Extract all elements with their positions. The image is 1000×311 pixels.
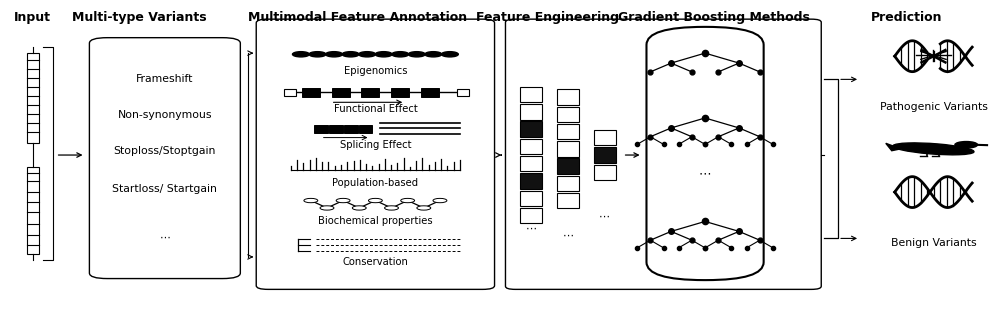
Text: Benign Variants: Benign Variants (891, 238, 976, 248)
Text: Functional Effect: Functional Effect (334, 104, 417, 114)
Bar (332, 88, 350, 97)
Bar (359, 125, 372, 133)
Polygon shape (886, 143, 901, 151)
Circle shape (368, 198, 382, 203)
Circle shape (342, 52, 359, 57)
Circle shape (433, 198, 447, 203)
Circle shape (336, 198, 350, 203)
Circle shape (359, 52, 376, 57)
Circle shape (401, 198, 415, 203)
Text: Pathogenic Variants: Pathogenic Variants (880, 102, 987, 112)
Bar (557, 89, 579, 105)
Bar (27, 167, 39, 254)
Bar (457, 89, 469, 96)
Text: Population-based: Population-based (332, 178, 418, 188)
Circle shape (408, 52, 425, 57)
Text: ⋯: ⋯ (526, 224, 537, 234)
Text: Conservation: Conservation (342, 257, 408, 267)
Bar (557, 193, 579, 208)
Bar (520, 191, 542, 206)
Bar (557, 124, 579, 139)
Bar (391, 88, 409, 97)
Text: ⋯: ⋯ (599, 212, 610, 222)
Bar (557, 141, 579, 156)
Text: Multi-type Variants: Multi-type Variants (72, 12, 206, 25)
Circle shape (385, 206, 398, 210)
Bar (344, 125, 358, 133)
Text: Epigenomics: Epigenomics (344, 66, 407, 76)
Circle shape (309, 52, 326, 57)
Text: Stoploss/Stoptgain: Stoploss/Stoptgain (114, 146, 216, 156)
Text: Feature Engineering: Feature Engineering (476, 12, 619, 25)
FancyBboxPatch shape (646, 27, 764, 280)
Bar (284, 89, 296, 96)
Bar (520, 139, 542, 154)
Circle shape (392, 52, 409, 57)
Circle shape (320, 206, 334, 210)
FancyBboxPatch shape (256, 19, 495, 289)
Circle shape (441, 52, 458, 57)
Bar (520, 156, 542, 171)
Text: Input: Input (14, 12, 51, 25)
Text: ⋯: ⋯ (159, 233, 170, 243)
Circle shape (304, 198, 318, 203)
Circle shape (375, 52, 392, 57)
Bar (594, 165, 616, 180)
Bar (557, 176, 579, 191)
Bar (421, 88, 439, 97)
Text: Splicing Effect: Splicing Effect (340, 140, 411, 150)
Text: Prediction: Prediction (871, 12, 942, 25)
Circle shape (292, 52, 309, 57)
Text: Multimodal Feature Annotation: Multimodal Feature Annotation (248, 12, 467, 25)
Circle shape (352, 206, 366, 210)
Circle shape (326, 52, 342, 57)
Bar (594, 147, 616, 163)
Text: Non-synonymous: Non-synonymous (118, 110, 212, 120)
Bar (520, 208, 542, 223)
Ellipse shape (893, 143, 974, 155)
Bar (557, 158, 579, 174)
Bar (329, 125, 343, 133)
Bar (302, 88, 320, 97)
Text: Gradient Boosting Methods: Gradient Boosting Methods (618, 12, 810, 25)
Ellipse shape (955, 142, 978, 148)
Text: Frameshift: Frameshift (136, 74, 194, 84)
FancyBboxPatch shape (89, 38, 240, 279)
FancyBboxPatch shape (505, 19, 821, 289)
Bar (520, 104, 542, 119)
Text: ⋯: ⋯ (699, 167, 711, 180)
Bar (27, 53, 39, 143)
Text: ⋯: ⋯ (562, 230, 574, 240)
Bar (557, 107, 579, 122)
Circle shape (425, 52, 442, 57)
Bar (594, 130, 616, 146)
Text: Biochemical properties: Biochemical properties (318, 216, 433, 226)
Bar (361, 88, 379, 97)
Bar (520, 121, 542, 137)
Bar (520, 173, 542, 189)
Bar (314, 125, 328, 133)
Bar (520, 87, 542, 102)
Circle shape (417, 206, 431, 210)
Text: Startloss/ Startgain: Startloss/ Startgain (112, 184, 217, 194)
